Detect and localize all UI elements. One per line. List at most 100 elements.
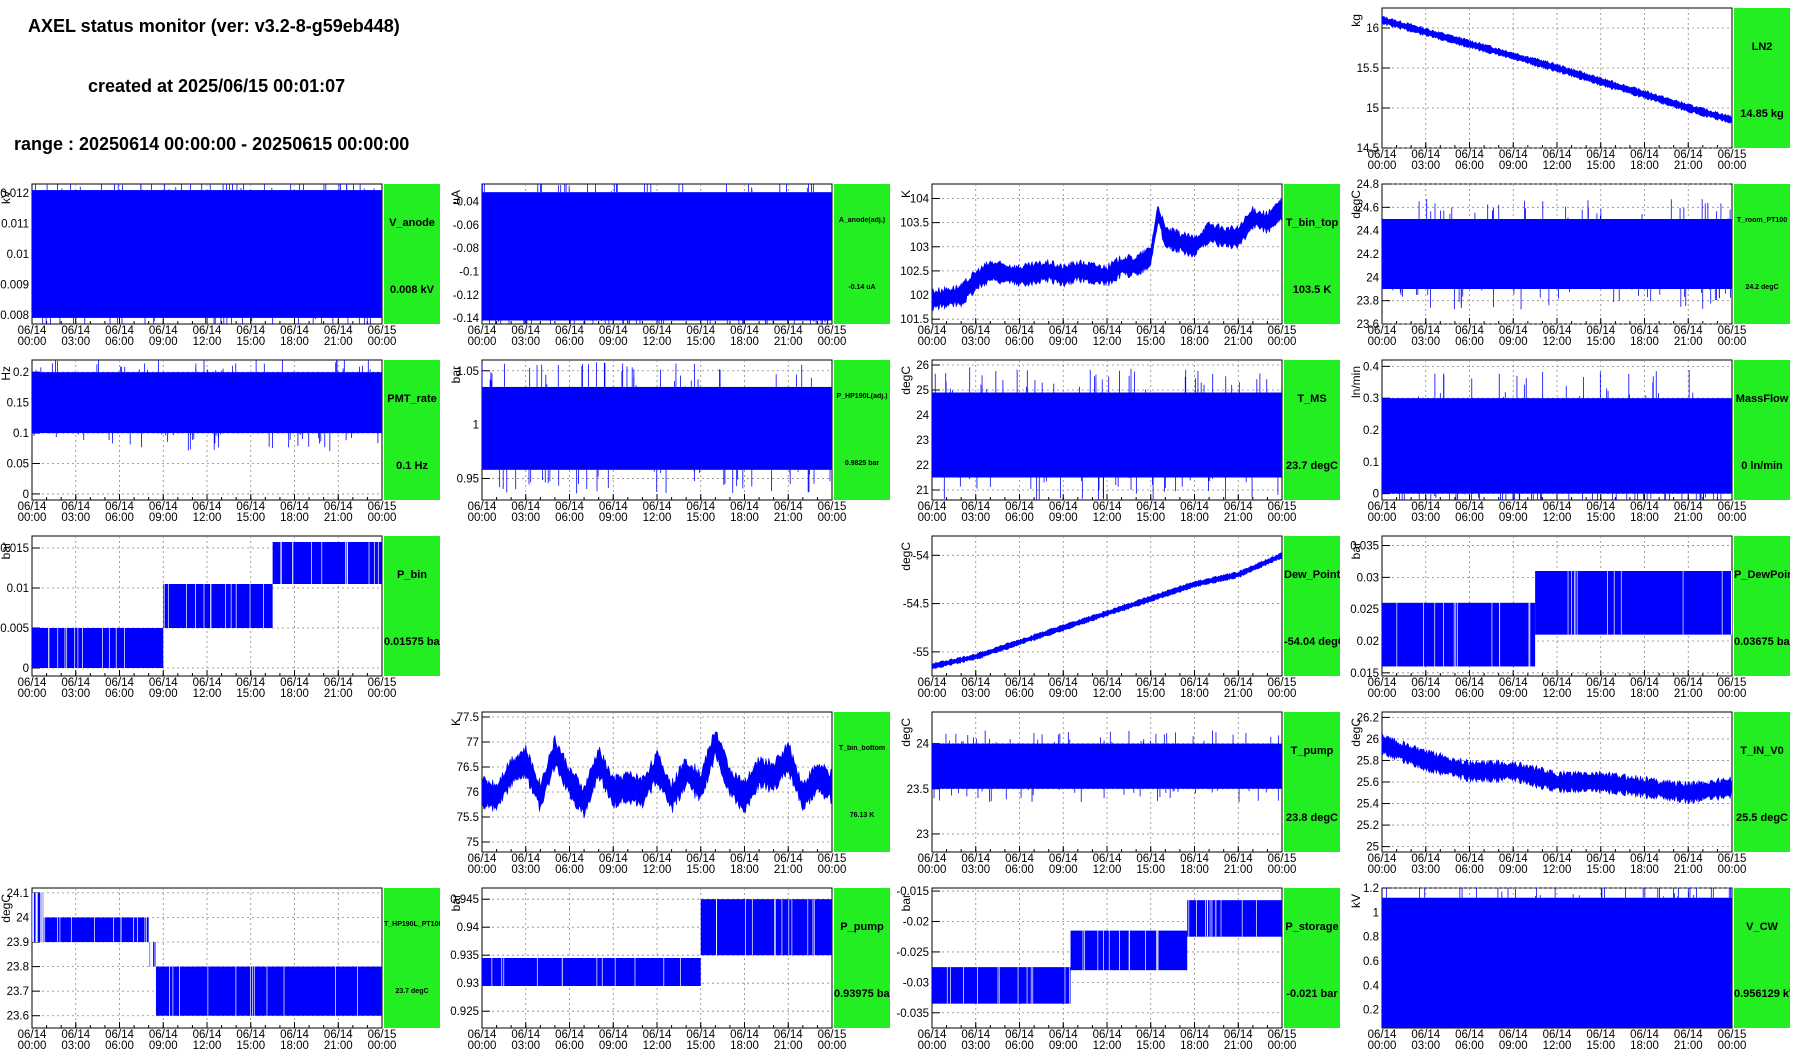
x-tick-label: 06/14 (643, 853, 672, 865)
x-tick-label: 06/14 (1049, 677, 1078, 689)
x-tick-label: 06/14 (1674, 1029, 1703, 1041)
x-tick-label: 00:00 (18, 512, 47, 524)
status-box-t-bin-top: T_bin_top 103.5 K (1284, 184, 1340, 324)
x-tick-label: 12:00 (1543, 512, 1572, 524)
x-tick-label: 06/14 (1411, 1029, 1440, 1041)
status-value: 23.7 degC (1286, 460, 1338, 472)
x-tick-label: 06/14 (1136, 853, 1165, 865)
y-tick-label: 0.935 (450, 950, 479, 962)
x-tick-label: 06/15 (1268, 853, 1297, 865)
series-p-pump (482, 899, 832, 986)
x-tick-label: 18:00 (280, 688, 309, 700)
y-tick-label: 0.005 (0, 623, 29, 635)
x-tick-label: 15:00 (686, 336, 715, 348)
status-box-p-storage: P_storage -0.021 bar (1284, 888, 1340, 1028)
x-tick-label: 00:00 (1268, 864, 1297, 876)
data-series (932, 967, 1071, 1004)
x-tick-label: 00:00 (468, 1040, 497, 1052)
x-tick-label: 06/14 (468, 1029, 497, 1041)
x-tick-label: 09:00 (599, 864, 628, 876)
x-tick-label: 18:00 (1630, 336, 1659, 348)
status-box-t-room-pt100: T_room_PT100 24.2 degC (1734, 184, 1790, 324)
x-tick-label: 00:00 (918, 336, 947, 348)
x-tick-label: 06/14 (1136, 677, 1165, 689)
x-tick-label: 15:00 (1136, 512, 1165, 524)
y-tick-label: 0.009 (0, 279, 29, 291)
y-tick-label: 23.8 (7, 962, 29, 974)
y-tick-label: 26 (1366, 734, 1379, 746)
x-tick-label: 03:00 (961, 1040, 990, 1052)
x-tick-label: 06/15 (818, 1029, 847, 1041)
x-tick-label: 06/14 (18, 325, 47, 337)
status-value: 76.13 K (849, 812, 875, 819)
x-tick-label: 21:00 (774, 512, 803, 524)
x-tick-label: 18:00 (1180, 336, 1209, 348)
y-axis-label: bar (1349, 542, 1363, 559)
y-axis-label: ln/min (1349, 366, 1363, 398)
plot-panel-p-pump: 06/14 00:00 06/14 03:00 06/14 06:00 06/14 09:00… (449, 878, 896, 1058)
x-tick-label: 06:00 (1455, 688, 1484, 700)
y-tick-label: 0 (23, 489, 29, 501)
x-tick-label: 06/14 (961, 1029, 990, 1041)
x-tick-label: 15:00 (1586, 336, 1615, 348)
x-tick-label: 06/14 (1586, 325, 1615, 337)
x-tick-label: 06:00 (1455, 864, 1484, 876)
y-axis-label: K (899, 190, 913, 198)
x-tick-label: 03:00 (1411, 864, 1440, 876)
x-tick-label: 06/14 (1543, 677, 1572, 689)
data-series (1382, 897, 1732, 1028)
x-tick-label: 06/14 (1411, 677, 1440, 689)
y-tick-label: 23.6 (7, 1011, 29, 1023)
x-tick-label: 21:00 (1224, 512, 1253, 524)
y-tick-label: 24.2 (1357, 249, 1379, 261)
data-series (1382, 219, 1732, 289)
chart-p-storage: 06/1400:0006/1403:0006/1406:0006/1409:00… (896, 886, 1296, 1052)
series-a-anode (482, 184, 832, 324)
status-box-t-in-v0: T_IN_V0 25.5 degC (1734, 712, 1790, 852)
x-tick-label: 21:00 (1674, 1040, 1703, 1052)
y-tick-label: 0.94 (457, 922, 480, 934)
y-tick-label: 14.5 (1357, 143, 1379, 155)
plot-panel-p-bin: 06/14 00:00 06/14 03:00 06/14 06:00 06/14 09:00… (0, 526, 446, 706)
x-tick-label: 00:00 (1268, 688, 1297, 700)
y-axis-label: degC (1349, 190, 1363, 219)
plot-panel-t-in-v0: 06/14 00:00 06/14 03:00 06/14 06:00 06/14 09:00… (1349, 702, 1796, 882)
x-tick-label: 06/14 (599, 501, 628, 513)
chart-p-bin: 06/1400:0006/1403:0006/1406:0006/1409:00… (0, 535, 396, 700)
x-tick-label: 00:00 (1368, 160, 1397, 172)
x-tick-label: 06/14 (918, 677, 947, 689)
x-tick-label: 00:00 (18, 336, 47, 348)
x-tick-label: 06/14 (1093, 501, 1122, 513)
x-tick-label: 06/14 (236, 325, 265, 337)
status-box-p-bin: P_bin 0.01575 bar (384, 536, 440, 676)
y-tick-label: 0.03 (1357, 572, 1379, 584)
x-tick-label: 03:00 (61, 688, 90, 700)
plot-panel-t-bin-bottom: 06/14 00:00 06/14 03:00 06/14 06:00 06/14 09:00… (449, 702, 896, 882)
x-tick-label: 03:00 (1411, 336, 1440, 348)
status-name: T_pump (1290, 745, 1334, 757)
status-value: 0.008 kV (389, 284, 435, 296)
x-tick-label: 06/14 (1368, 325, 1397, 337)
x-tick-label: 18:00 (1180, 1040, 1209, 1052)
x-tick-label: 06/14 (149, 501, 178, 513)
y-tick-label: -0.1 (459, 267, 479, 279)
chart-t-ms: 06/1400:0006/1403:0006/1406:0006/1409:00… (899, 359, 1296, 524)
x-tick-label: 06/14 (18, 677, 47, 689)
chart-t-bin-bottom: 06/1400:0006/1403:0006/1406:0006/1409:00… (449, 711, 846, 876)
y-tick-label: 0.02 (1357, 636, 1379, 648)
x-tick-label: 06:00 (555, 336, 584, 348)
chart-dew-point: 06/1400:0006/1403:0006/1406:0006/1409:00… (899, 535, 1297, 700)
x-tick-label: 06/14 (555, 501, 584, 513)
x-tick-label: 06:00 (1005, 864, 1034, 876)
chart-t-hp190l-pt100: 06/1400:0006/1403:0006/1406:0006/1409:00… (0, 887, 396, 1052)
status-name: P_pump (840, 921, 884, 933)
chart-v-cw: 06/1400:0006/1403:0006/1406:0006/1409:00… (1349, 883, 1746, 1052)
data-series (1382, 398, 1732, 494)
x-tick-label: 06/14 (280, 677, 309, 689)
status-name: T_room_PT100 (1736, 217, 1788, 224)
status-name: T_HP190L_PT100 (384, 921, 440, 928)
x-tick-label: 06/14 (149, 325, 178, 337)
y-axis-label: degC (899, 718, 913, 747)
series-t-bin-bottom (482, 731, 832, 819)
x-tick-label: 12:00 (643, 512, 672, 524)
